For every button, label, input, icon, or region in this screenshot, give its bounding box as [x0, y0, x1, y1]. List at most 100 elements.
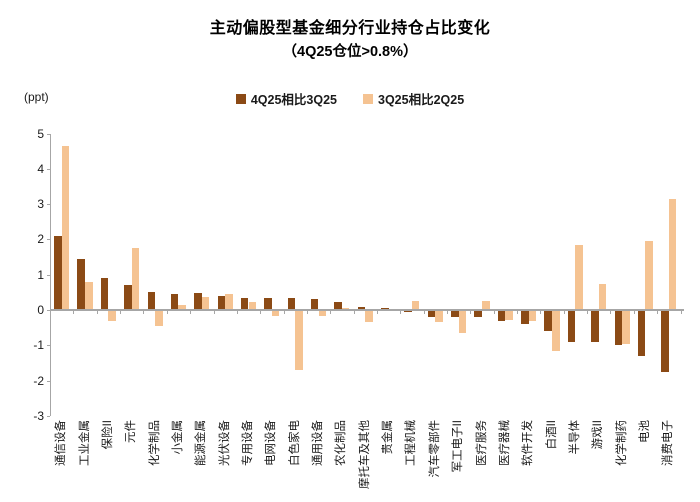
y-tick-mark	[47, 204, 50, 206]
bar-4q25-vs-3q25	[474, 310, 482, 318]
bar-3q25-vs-2q25	[435, 310, 443, 323]
x-axis-label: 白色家电	[288, 420, 301, 466]
chart-subtitle: （4Q25仓位>0.8%）	[282, 44, 418, 60]
bar-3q25-vs-2q25	[552, 310, 560, 351]
x-axis-label: 贵金属	[382, 420, 395, 455]
y-tick-mark	[47, 168, 50, 170]
bar-4q25-vs-3q25	[54, 235, 62, 310]
bar-3q25-vs-2q25	[482, 301, 490, 310]
bar-4q25-vs-3q25	[544, 310, 552, 332]
bar-4q25-vs-3q25	[451, 310, 459, 318]
bar-3q25-vs-2q25	[85, 281, 93, 310]
x-tick-mark	[143, 311, 145, 314]
bar-4q25-vs-3q25	[427, 310, 436, 318]
y-axis-unit-label: (ppt)	[24, 90, 49, 104]
bar-3q25-vs-2q25	[341, 307, 350, 310]
bar-4q25-vs-3q25	[334, 302, 342, 310]
bar-3q25-vs-2q25	[365, 310, 373, 323]
bar-4q25-vs-3q25	[287, 298, 296, 310]
bar-4q25-vs-3q25	[77, 258, 85, 310]
bar-4q25-vs-3q25	[170, 294, 179, 310]
bar-4q25-vs-3q25	[357, 306, 366, 310]
x-axis-label: 医疗器械	[498, 420, 511, 466]
x-axis-label: 白酒II	[545, 420, 558, 450]
x-tick-mark	[400, 311, 402, 314]
x-axis-label: 军工电子II	[452, 420, 465, 473]
x-axis-label: 能源金属	[195, 420, 208, 466]
bar-4q25-vs-3q25	[124, 284, 132, 310]
x-axis-label: 化学制品	[148, 420, 161, 466]
y-tick-mark	[47, 133, 50, 135]
x-tick-mark	[517, 311, 518, 314]
legend-label-dark: 4Q25相比3Q25	[250, 93, 337, 107]
x-axis-zero-line	[50, 309, 685, 311]
bar-3q25-vs-2q25	[458, 310, 467, 333]
bar-3q25-vs-2q25	[575, 244, 583, 310]
x-tick-mark	[563, 311, 565, 314]
legend-item-4q25: 4Q25相比3Q25	[235, 89, 337, 108]
bar-3q25-vs-2q25	[201, 296, 210, 310]
y-tick-label: 1	[37, 267, 44, 282]
x-tick-mark	[470, 311, 472, 314]
bar-4q25-vs-3q25	[264, 298, 272, 310]
chart-title: 主动偏股型基金细分行业持仓占比变化	[209, 20, 491, 37]
bar-4q25-vs-3q25	[661, 310, 669, 372]
x-tick-mark	[260, 311, 262, 314]
x-tick-mark	[587, 311, 589, 314]
chart-legend: 4Q25相比3Q25 3Q25相比2Q25	[0, 89, 700, 108]
x-tick-mark	[190, 311, 192, 314]
x-tick-mark	[306, 311, 308, 314]
x-tick-mark	[657, 311, 659, 314]
y-tick-mark	[47, 310, 50, 311]
bar-4q25-vs-3q25	[521, 310, 529, 325]
x-tick-mark	[353, 311, 355, 314]
bar-3q25-vs-2q25	[528, 310, 537, 321]
x-axis-label: 汽车零部件	[428, 420, 441, 478]
x-tick-mark	[73, 311, 75, 314]
y-tick-label: -3	[33, 408, 44, 423]
bar-4q25-vs-3q25	[217, 295, 226, 310]
x-axis-label: 半导体	[568, 420, 581, 455]
x-tick-mark	[540, 311, 542, 314]
bar-4q25-vs-3q25	[194, 293, 202, 310]
bar-4q25-vs-3q25	[591, 310, 599, 342]
bar-4q25-vs-3q25	[381, 307, 389, 310]
bar-3q25-vs-2q25	[622, 310, 630, 344]
x-axis-label: 消费电子	[662, 420, 675, 466]
bar-3q25-vs-2q25	[598, 283, 607, 310]
y-tick-mark	[47, 239, 50, 241]
bar-4q25-vs-3q25	[240, 297, 249, 310]
bar-3q25-vs-2q25	[411, 301, 420, 310]
bar-4q25-vs-3q25	[310, 298, 319, 310]
x-tick-mark	[376, 311, 378, 314]
x-tick-mark	[96, 311, 98, 314]
x-axis-label: 电池	[638, 420, 651, 443]
x-tick-mark	[283, 311, 285, 314]
y-tick-label: 5	[37, 126, 44, 141]
y-tick-mark	[47, 345, 50, 347]
y-tick-label: 3	[37, 197, 44, 212]
bar-4q25-vs-3q25	[100, 278, 109, 310]
x-tick-mark	[236, 311, 238, 314]
legend-label-light: 3Q25相比2Q25	[378, 93, 465, 107]
bar-3q25-vs-2q25	[645, 241, 653, 310]
x-tick-mark	[633, 311, 635, 314]
y-tick-mark	[47, 274, 50, 276]
x-tick-mark	[120, 311, 122, 314]
x-tick-mark	[493, 311, 495, 314]
bar-4q25-vs-3q25	[497, 310, 506, 322]
x-axis-label: 通用设备	[312, 420, 324, 466]
bar-3q25-vs-2q25	[271, 310, 280, 317]
legend-swatch-dark	[235, 93, 246, 104]
y-tick-label: -1	[33, 338, 44, 353]
x-axis-label: 软件开发	[522, 420, 535, 466]
y-tick-label: 0	[37, 303, 44, 317]
bar-3q25-vs-2q25	[61, 145, 70, 310]
bar-3q25-vs-2q25	[318, 310, 327, 317]
x-axis-label: 元件	[125, 420, 138, 443]
y-tick-mark	[47, 415, 50, 417]
bar-3q25-vs-2q25	[178, 304, 186, 310]
bar-4q25-vs-3q25	[147, 292, 156, 310]
bar-3q25-vs-2q25	[295, 310, 303, 370]
x-tick-mark	[213, 311, 215, 314]
